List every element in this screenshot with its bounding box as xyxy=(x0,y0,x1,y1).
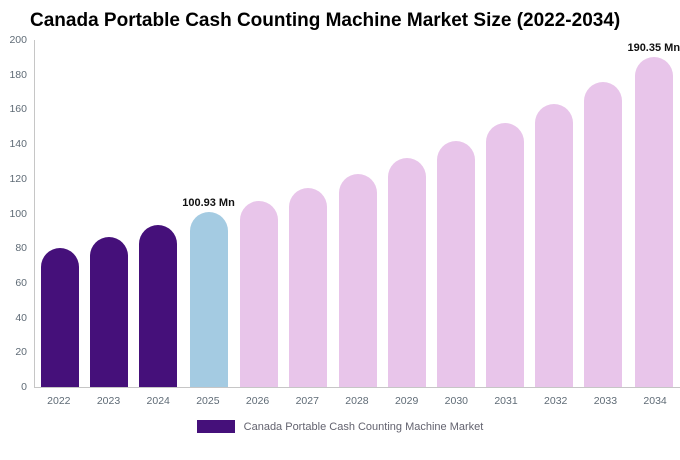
x-tick-label-2033: 2033 xyxy=(593,395,618,407)
x-tick-label-2029: 2029 xyxy=(394,395,419,407)
bar-cell-2033 xyxy=(578,40,627,387)
y-tick-label: 140 xyxy=(9,138,27,151)
bar-cell-2024 xyxy=(133,40,182,387)
bar-chart: 0 20 40 60 80 100 120 140 160 180 200 100.93 Mn 190… xyxy=(0,34,680,407)
y-tick-label: 200 xyxy=(9,34,27,46)
bar-2033 xyxy=(583,82,622,387)
y-tick-label: 60 xyxy=(15,276,27,289)
y-tick-label: 80 xyxy=(15,242,27,255)
bar-2027 xyxy=(289,188,328,387)
x-tick-label-2022: 2022 xyxy=(47,395,71,407)
plot-area: 100.93 Mn 190.35 Mn xyxy=(34,40,680,388)
x-tick-label-2034: 2034 xyxy=(643,395,667,407)
y-tick-label: 0 xyxy=(21,381,27,393)
bar-2026 xyxy=(240,201,279,387)
bar-cell-2027 xyxy=(284,40,333,387)
legend-swatch xyxy=(196,420,235,433)
bar-2031 xyxy=(485,122,524,387)
y-axis: 0 20 40 60 80 100 120 140 160 180 200 xyxy=(0,34,34,393)
x-tick-label-2024: 2024 xyxy=(146,395,170,407)
bar-2023 xyxy=(89,237,128,387)
x-tick-label-2032: 2032 xyxy=(544,395,568,407)
bar-2030 xyxy=(436,141,475,387)
x-tick-label-2023: 2023 xyxy=(96,395,121,407)
x-tick-label-2028: 2028 xyxy=(345,395,369,407)
bar-2028 xyxy=(338,173,377,387)
bar-cell-2023 xyxy=(84,40,133,387)
bar-2029 xyxy=(387,158,426,387)
data-label-2034: 190.35 Mn xyxy=(627,41,680,54)
bar-cell-2034: 190.35 Mn xyxy=(627,40,680,387)
y-tick-label: 20 xyxy=(15,346,27,359)
y-tick-label: 180 xyxy=(9,68,27,81)
plot-column: 100.93 Mn 190.35 Mn 2022 2023 2024 2025 2026 2… xyxy=(34,40,680,407)
y-tick-label: 40 xyxy=(15,311,27,324)
bar-cell-2029 xyxy=(382,40,431,387)
y-tick-label: 100 xyxy=(9,207,27,220)
y-tick-label: 160 xyxy=(9,103,27,116)
bar-cell-2026 xyxy=(235,40,284,387)
chart-title: Canada Portable Cash Counting Machine Ma… xyxy=(30,10,621,31)
bar-cell-2031 xyxy=(480,40,529,387)
x-tick-label-2026: 2026 xyxy=(245,395,270,407)
bar-2025 xyxy=(189,211,228,387)
bar-cell-2030 xyxy=(431,40,480,387)
y-tick-label: 120 xyxy=(9,172,27,185)
bar-2034 xyxy=(634,56,673,387)
bar-cell-2028 xyxy=(333,40,382,387)
x-tick-label-2027: 2027 xyxy=(295,395,319,407)
bar-cell-2022 xyxy=(35,40,84,387)
x-tick-label-2025: 2025 xyxy=(196,395,220,407)
legend-label: Canada Portable Cash Counting Machine Ma… xyxy=(243,420,484,433)
bar-2022 xyxy=(40,247,79,387)
bar-cell-2025: 100.93 Mn xyxy=(182,40,235,387)
bar-2024 xyxy=(138,225,177,387)
x-tick-label-2031: 2031 xyxy=(494,395,518,407)
x-tick-label-2030: 2030 xyxy=(444,395,469,407)
bar-2032 xyxy=(534,103,573,387)
chart-page: Canada Portable Cash Counting Machine Ma… xyxy=(0,10,680,433)
x-axis: 2022 2023 2024 2025 2026 2027 2028 2029 2030 2031… xyxy=(34,395,680,407)
data-label-2025: 100.93 Mn xyxy=(182,196,235,209)
bar-cell-2032 xyxy=(529,40,578,387)
legend: Canada Portable Cash Counting Machine Ma… xyxy=(0,420,680,433)
